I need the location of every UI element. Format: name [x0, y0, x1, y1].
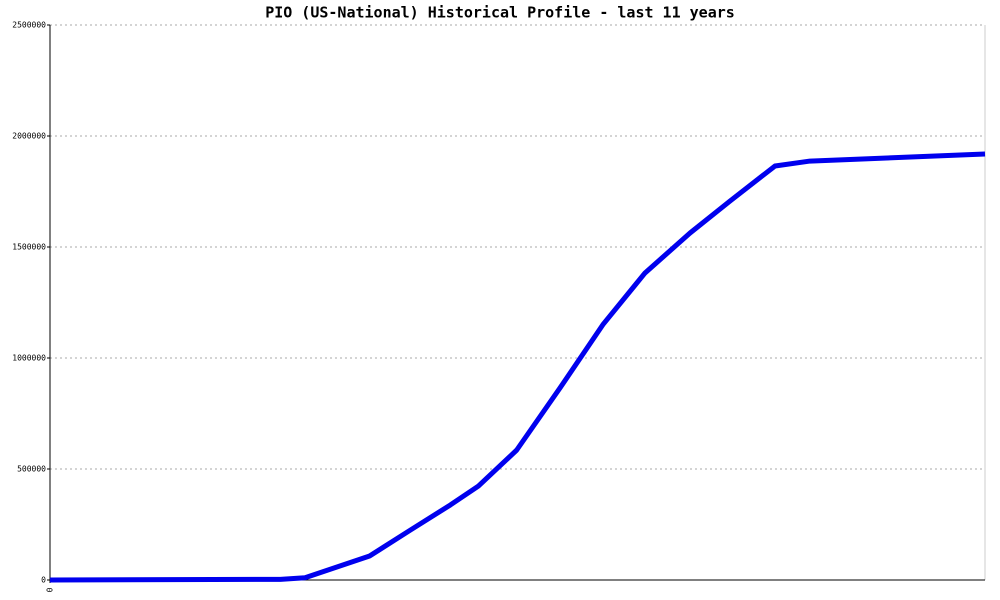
y-tick-label: 1000000	[12, 354, 46, 363]
y-tick-label: 1500000	[12, 243, 46, 252]
y-tick-label: 0	[41, 576, 46, 585]
y-tick-label: 500000	[17, 465, 46, 474]
x-tick-label: 0	[46, 587, 55, 592]
y-tick-label: 2500000	[12, 21, 46, 30]
chart-title: PIO (US-National) Historical Profile - l…	[265, 4, 735, 22]
y-tick-label: 2000000	[12, 132, 46, 141]
data-line	[49, 151, 986, 583]
